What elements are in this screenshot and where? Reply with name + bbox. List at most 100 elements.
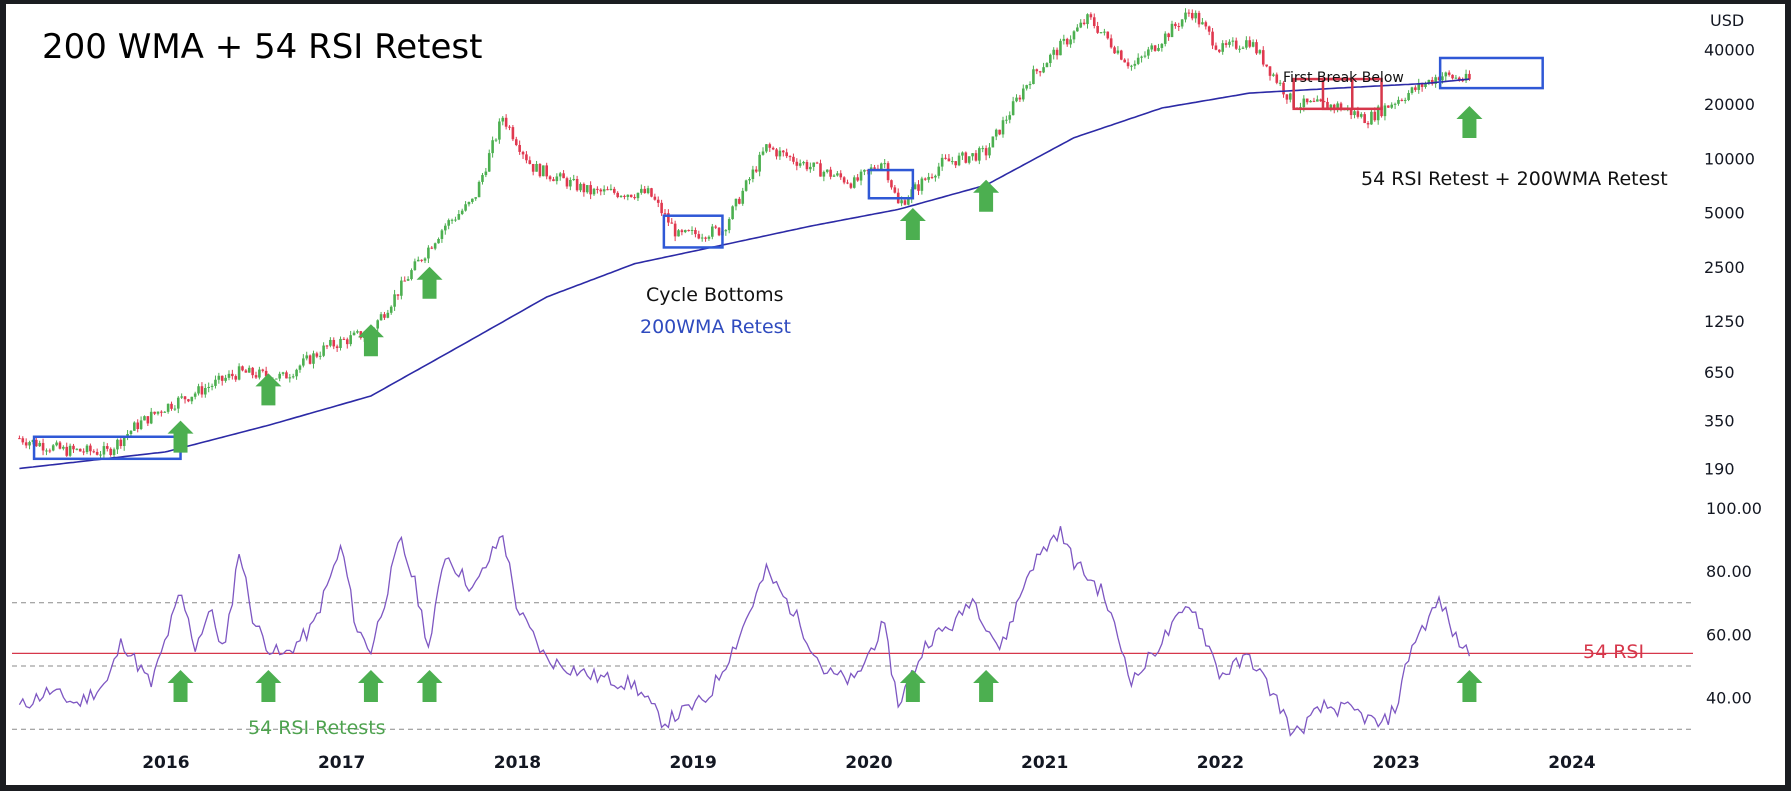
candle-body-340 [1167, 33, 1170, 38]
candle-body-279 [961, 152, 964, 156]
candle-body-396 [1356, 111, 1360, 117]
candle-body-402 [1376, 106, 1380, 121]
candle-body-234 [809, 166, 812, 170]
candle-body-24 [99, 454, 102, 456]
price-tick-190: 190 [1704, 459, 1735, 478]
candle-body-343 [1177, 26, 1181, 28]
up-arrow-rsi-2 [357, 670, 384, 702]
candle-body-147 [514, 139, 518, 146]
candle-body-11 [55, 442, 58, 446]
candle-body-307 [1055, 49, 1059, 56]
candle-body-69 [251, 367, 254, 376]
candle-body-221 [765, 144, 768, 152]
candle-body-111 [393, 294, 396, 307]
highlight-boxes [32, 56, 1544, 461]
candle-body-203 [704, 237, 707, 239]
price-tick-5000: 5000 [1704, 204, 1745, 223]
candle-body-47 [176, 397, 180, 409]
candle-body-235 [812, 162, 816, 167]
candle-body-77 [278, 373, 281, 379]
candle-body-70 [254, 375, 258, 378]
rsi-tick-40: 40.00 [1706, 689, 1752, 708]
candle-body-98 [349, 335, 352, 345]
candle-body-94 [335, 346, 339, 348]
candle-body-43 [163, 411, 167, 413]
candle-body-83 [298, 365, 302, 370]
candle-body-39 [149, 411, 153, 424]
candle-body-55 [204, 388, 207, 395]
candle-body-190 [660, 202, 663, 214]
candle-body-319 [1096, 26, 1099, 33]
candle-body-29 [116, 439, 119, 450]
candle-body-146 [511, 127, 515, 140]
candle-body-28 [112, 449, 116, 455]
candle-body-95 [339, 338, 342, 348]
candle-body-196 [680, 230, 684, 233]
candle-body-8 [45, 450, 48, 452]
candle-body-351 [1204, 22, 1208, 27]
candle-body-90 [322, 345, 325, 356]
candle-body-130 [457, 214, 461, 220]
candle-body-132 [464, 204, 467, 211]
up-arrow-price-3 [416, 266, 443, 299]
candle-body-369 [1265, 64, 1268, 67]
candle-body-27 [109, 448, 112, 455]
candle-body-7 [41, 442, 45, 451]
up-arrow-price-2 [357, 324, 384, 357]
candle-body-215 [744, 180, 748, 191]
candle-body-118 [416, 259, 420, 262]
candle-body-13 [62, 446, 65, 449]
year-tick-2016: 2016 [142, 753, 189, 773]
candle-body-204 [707, 236, 711, 239]
candle-body-50 [187, 399, 190, 402]
candle-body-258 [890, 180, 893, 188]
candle-body-350 [1201, 22, 1204, 25]
candle-body-140 [491, 140, 494, 154]
year-tick-2024: 2024 [1548, 753, 1595, 773]
candle-body-229 [792, 156, 795, 162]
price-tick-1250: 1250 [1704, 312, 1745, 331]
candle-body-312 [1072, 31, 1076, 40]
candle-body-238 [822, 171, 826, 177]
candle-body-1 [21, 438, 25, 443]
candle-body-137 [481, 175, 484, 182]
candle-body-240 [829, 169, 832, 177]
candle-body-99 [352, 332, 356, 336]
candle-body-136 [477, 181, 481, 198]
candle-body-325 [1116, 50, 1120, 54]
candle-body-109 [386, 312, 390, 318]
year-tick-2017: 2017 [318, 753, 365, 773]
candle-body-394 [1349, 108, 1353, 116]
candle-body-417 [1427, 79, 1431, 84]
candle-body-134 [471, 198, 474, 202]
candle-body-139 [487, 153, 491, 172]
candle-body-121 [427, 247, 430, 259]
candle-body-382 [1309, 100, 1312, 103]
candle-body-310 [1065, 38, 1069, 45]
candle-body-346 [1187, 12, 1191, 14]
candle-body-201 [697, 234, 701, 239]
candle-body-163 [569, 179, 572, 187]
candle-body-198 [687, 230, 690, 232]
candle-body-317 [1089, 14, 1093, 18]
price-tick-2500: 2500 [1704, 258, 1745, 277]
candle-body-358 [1228, 41, 1231, 45]
price-tick-20000: 20000 [1704, 95, 1755, 114]
candle-body-12 [58, 442, 62, 449]
candle-body-123 [433, 243, 437, 249]
candle-body-133 [467, 201, 471, 205]
year-tick-2023: 2023 [1373, 753, 1420, 773]
candle-body-372 [1275, 74, 1279, 83]
candle-body-106 [376, 320, 379, 329]
candle-body-129 [454, 219, 457, 221]
candle-body-91 [325, 345, 329, 347]
candle-body-341 [1170, 23, 1174, 38]
candle-body-183 [636, 192, 640, 199]
candle-body-119 [420, 259, 423, 261]
candle-body-213 [738, 198, 741, 204]
candle-body-311 [1069, 39, 1072, 45]
candle-body-65 [237, 366, 241, 380]
candle-body-348 [1194, 12, 1197, 19]
candle-body-281 [967, 156, 971, 163]
candle-body-61 [224, 377, 227, 381]
